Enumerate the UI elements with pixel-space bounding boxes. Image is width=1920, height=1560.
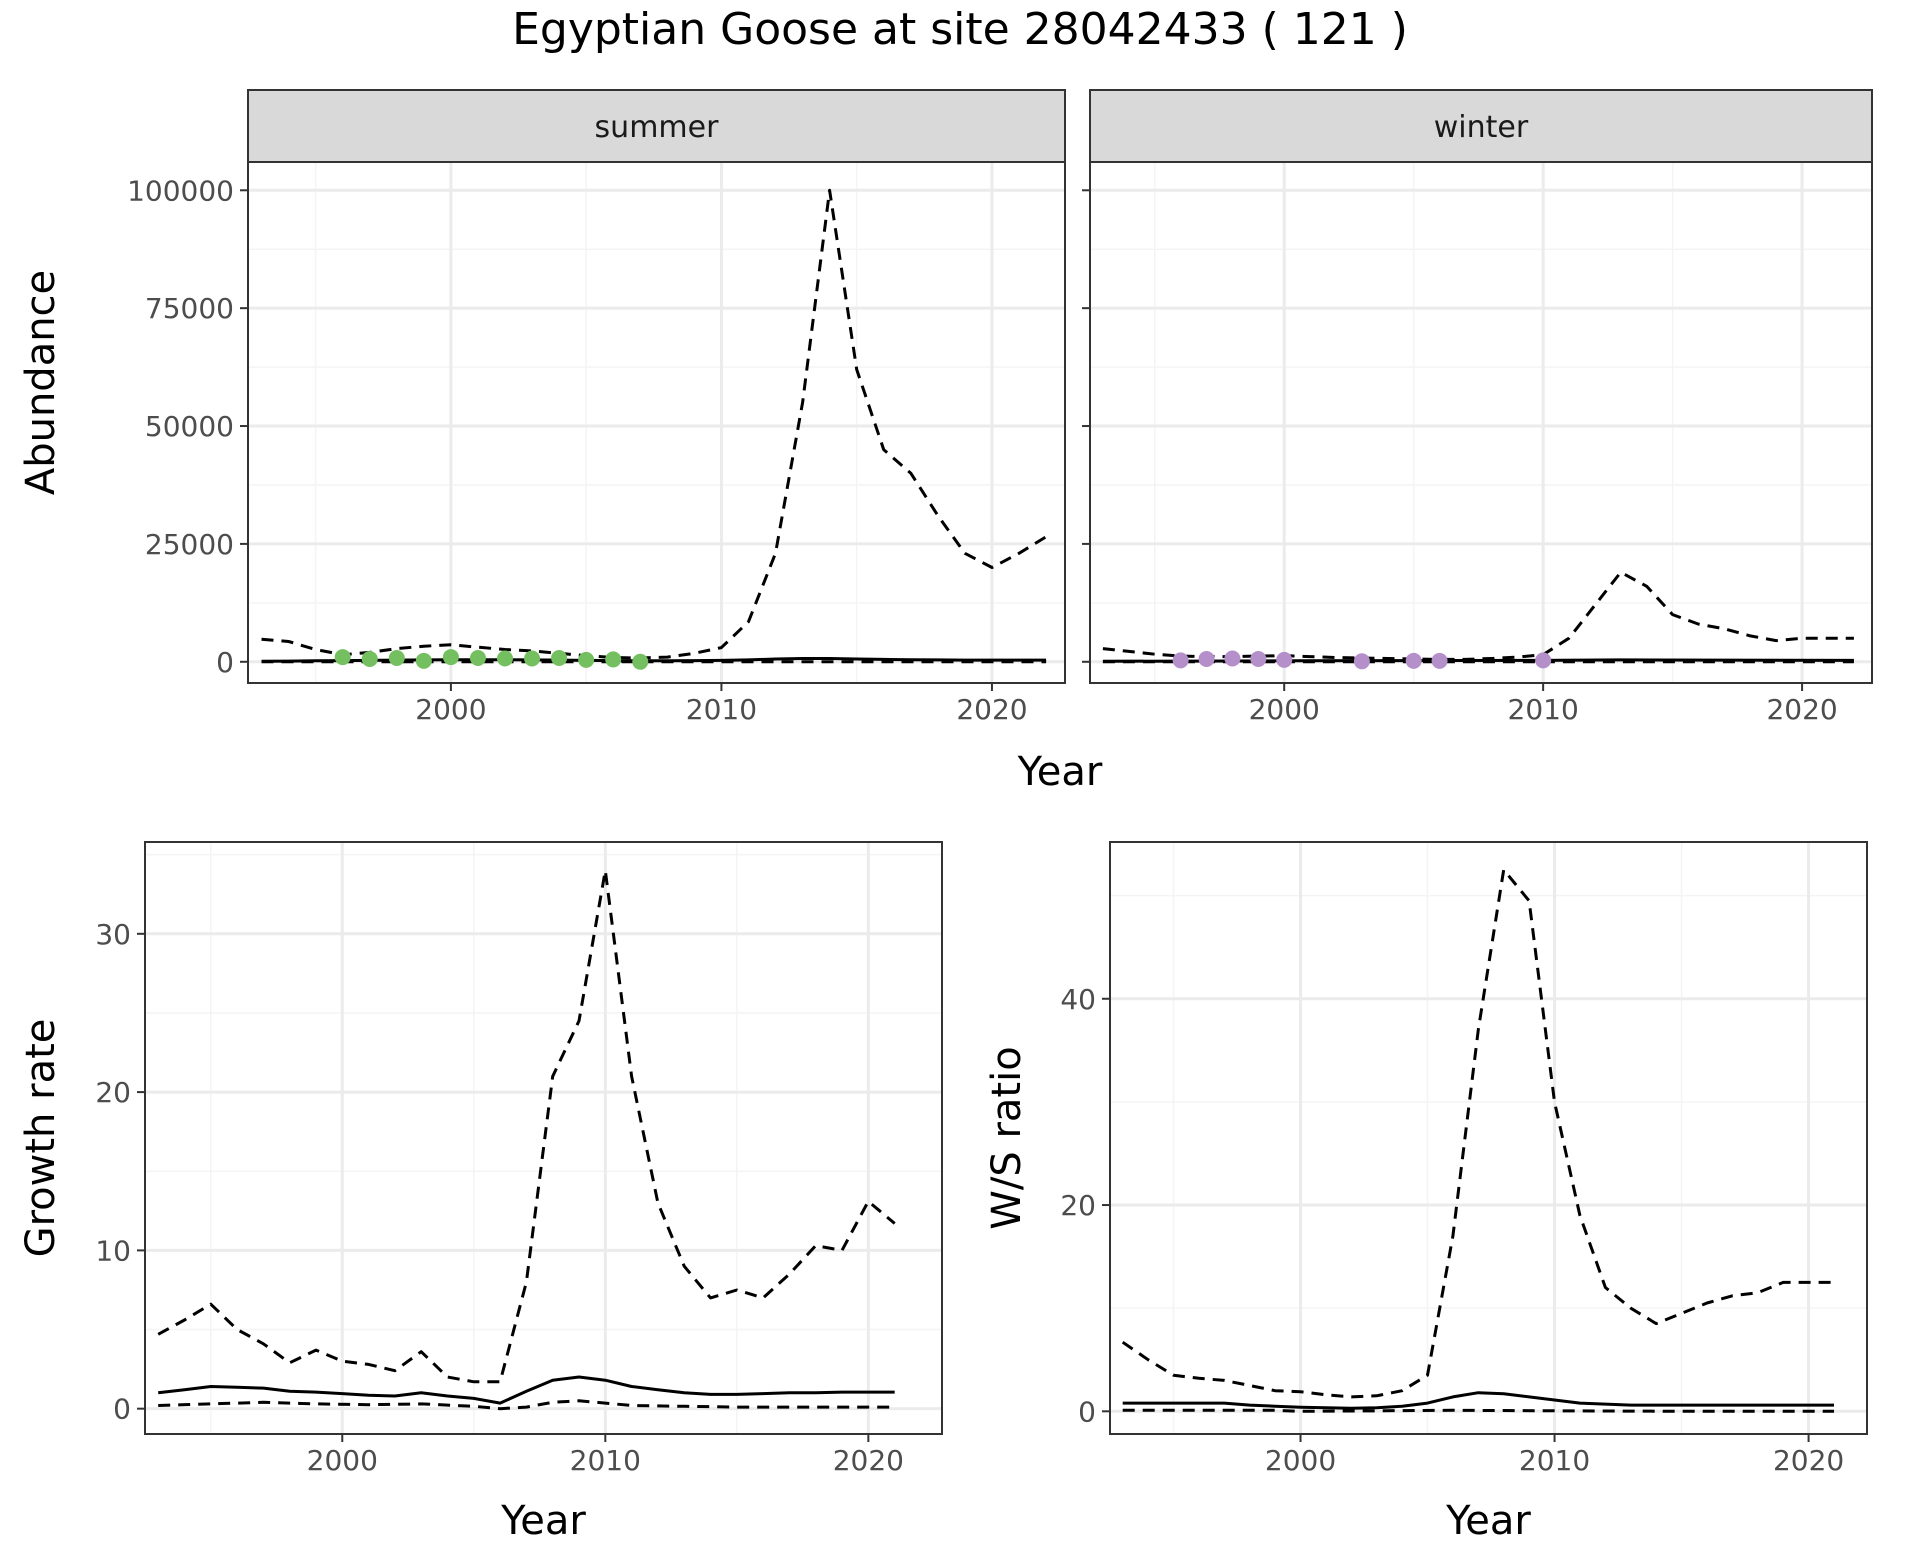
x-tick-label: 2000	[415, 693, 486, 726]
observed-point	[1405, 652, 1422, 669]
observed-point	[551, 650, 568, 667]
y-tick-label: 0	[216, 646, 234, 679]
x-tick-label: 2010	[570, 1444, 641, 1477]
observed-point	[1353, 653, 1370, 670]
lower-bound-line	[1122, 1408, 1834, 1413]
observed-point	[1535, 652, 1552, 669]
panel-border	[1089, 161, 1873, 684]
upper-bound-line	[157, 869, 896, 1384]
x-tick-label: 2000	[307, 1444, 378, 1477]
observed-point	[497, 650, 514, 667]
observed-point	[524, 650, 541, 667]
observed-point	[388, 650, 405, 667]
y-tick-label: 20	[1060, 1189, 1096, 1222]
x-tick-label: 2020	[1766, 693, 1837, 726]
panel-border	[247, 161, 1066, 684]
observed-point	[1224, 650, 1241, 667]
y-tick-label: 75000	[145, 292, 234, 325]
facet-label-winter: winter	[1434, 110, 1529, 145]
estimate-line	[1102, 658, 1854, 663]
y-tick-label: 50000	[145, 410, 234, 443]
x-tick-label: 2020	[1773, 1444, 1844, 1477]
y-axis-title: Growth rate	[18, 1019, 64, 1258]
y-tick-label: 0	[113, 1393, 131, 1426]
observed-point	[334, 649, 351, 666]
upper-bound-line	[261, 188, 1047, 660]
y-tick-label: 25000	[145, 528, 234, 561]
x-tick-label: 2010	[1508, 693, 1579, 726]
observed-point	[578, 651, 595, 668]
x-tick-label: 2020	[833, 1444, 904, 1477]
y-tick-label: 20	[95, 1076, 131, 1109]
x-axis-title: Year	[1017, 749, 1103, 795]
y-axis-title: W/S ratio	[984, 1046, 1030, 1229]
x-tick-label: 2000	[1249, 693, 1320, 726]
observed-point	[1198, 650, 1215, 667]
observed-point	[1431, 652, 1448, 669]
panel-background	[1090, 162, 1872, 683]
lower-bound-line	[158, 1399, 895, 1411]
estimate-line	[158, 1375, 895, 1405]
observed-point	[632, 653, 649, 670]
observed-point	[469, 650, 486, 667]
observed-point	[361, 650, 378, 667]
observed-point	[1276, 651, 1293, 668]
panel-background	[1110, 842, 1867, 1434]
facet-label-summer: summer	[595, 110, 720, 145]
y-tick-label: 10	[95, 1234, 131, 1267]
x-axis-title: Year	[500, 1498, 586, 1544]
panel-background	[248, 162, 1065, 683]
y-tick-label: 30	[95, 918, 131, 951]
observed-point	[415, 652, 432, 669]
x-tick-label: 2000	[1265, 1444, 1336, 1477]
y-axis-title: Abundance	[18, 270, 64, 495]
upper-bound-line	[1121, 868, 1834, 1399]
x-tick-label: 2020	[956, 693, 1027, 726]
facet-strip-summer	[247, 89, 1066, 163]
figure-title: Egyptian Goose at site 28042433 ( 121 )	[512, 4, 1408, 55]
y-tick-label: 40	[1060, 983, 1096, 1016]
panel-border	[144, 841, 943, 1435]
observed-point	[605, 651, 622, 668]
x-tick-label: 2010	[1519, 1444, 1590, 1477]
panel-border	[1109, 841, 1868, 1435]
estimate-line	[1122, 1391, 1834, 1410]
y-tick-label: 0	[1078, 1395, 1096, 1428]
x-axis-title: Year	[1445, 1498, 1531, 1544]
observed-point	[1250, 650, 1267, 667]
observed-point	[1172, 652, 1189, 669]
y-tick-label: 100000	[127, 174, 234, 207]
x-tick-label: 2010	[686, 693, 757, 726]
facet-strip-winter	[1089, 89, 1873, 163]
observed-point	[442, 649, 459, 666]
